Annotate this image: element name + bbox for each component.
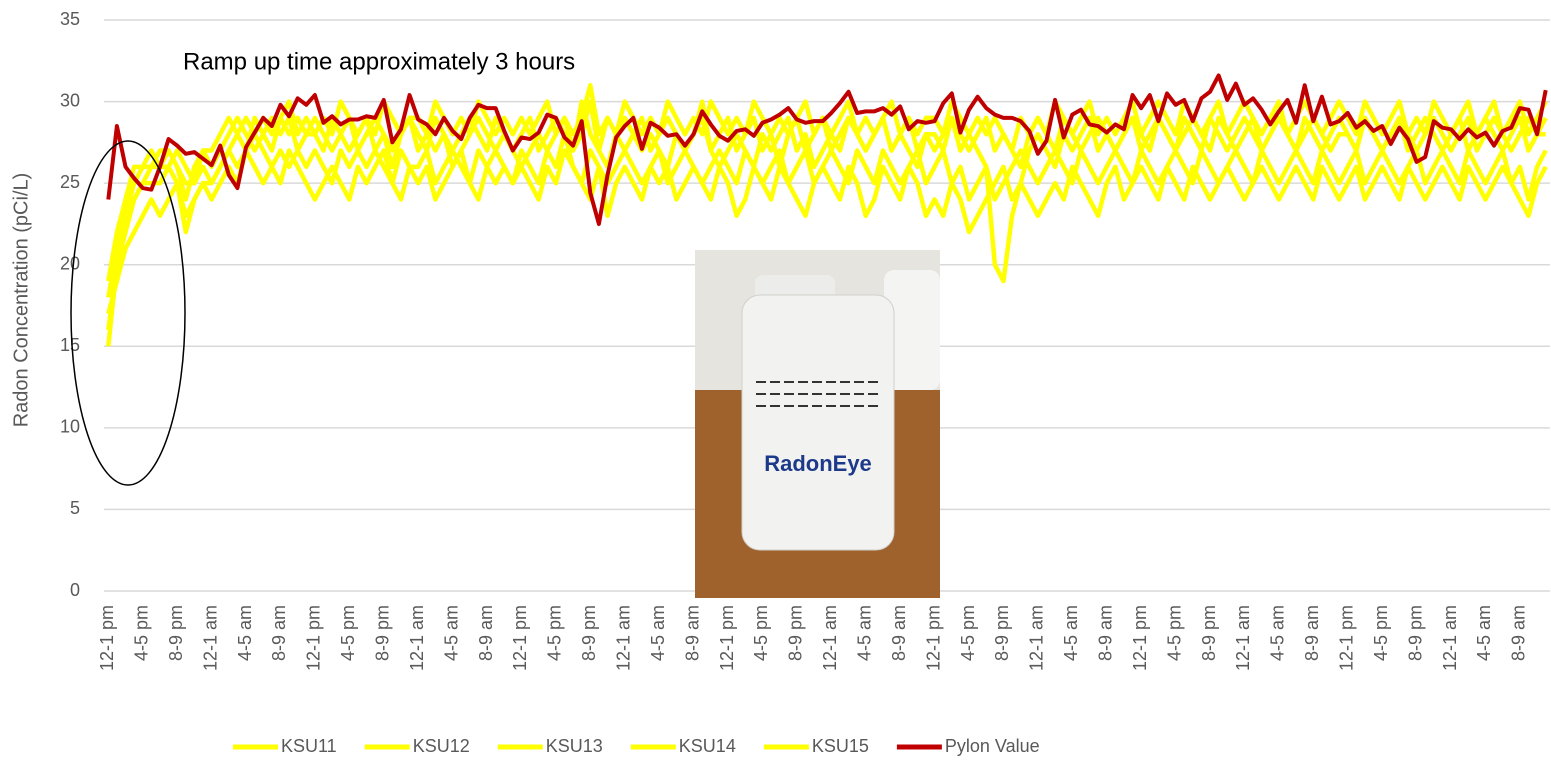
legend-label: KSU14	[679, 736, 736, 756]
y-tick-label: 0	[70, 580, 80, 600]
photo-device	[742, 295, 894, 550]
x-tick-label: 8-9 pm	[786, 605, 806, 661]
device-photo: RadonEye	[695, 250, 940, 598]
x-tick-label: 12-1 am	[1233, 605, 1253, 671]
y-tick-label: 20	[60, 253, 80, 273]
x-tick-label: 4-5 pm	[1164, 605, 1184, 661]
x-tick-label: 4-5 pm	[545, 605, 565, 661]
legend: KSU11 KSU12 KSU13 KSU14 KSU15 Pylon Value	[233, 736, 1040, 756]
x-tick-label: 12-1 pm	[510, 605, 530, 671]
x-tick-label: 4-5 am	[854, 605, 874, 661]
x-tick-label: 12-1 pm	[97, 605, 117, 671]
x-tick-label: 8-9 am	[1095, 605, 1115, 661]
chart: 0 5 10 15 20 25 30 35 12-1 pm 4-5 pm 8-9 pm 12-1 am…	[0, 0, 1551, 763]
x-tick-label: 12-1 am	[407, 605, 427, 671]
x-tick-label: 12-1 pm	[1336, 605, 1356, 671]
x-tick-label: 4-5 pm	[751, 605, 771, 661]
x-tick-label: 4-5 pm	[958, 605, 978, 661]
y-axis-label: Radon Concentration (pCi/L)	[10, 173, 32, 428]
x-tick-label: 4-5 am	[1268, 605, 1288, 661]
photo-brand: RadonEye	[764, 451, 872, 476]
y-tick-label: 35	[60, 9, 80, 29]
annotation: Ramp up time approximately 3 hours	[183, 48, 575, 75]
x-tick-label: 8-9 pm	[166, 605, 186, 661]
x-tick-label: 12-1 pm	[923, 605, 943, 671]
legend-label: KSU13	[546, 736, 603, 756]
x-tick-label: 12-1 pm	[1130, 605, 1150, 671]
x-tick-label: 4-5 pm	[1371, 605, 1391, 661]
x-tick-label: 8-9 pm	[1405, 605, 1425, 661]
x-tick-label: 8-9 am	[889, 605, 909, 661]
x-tick-label: 8-9 am	[1509, 605, 1529, 661]
x-tick-label: 8-9 am	[682, 605, 702, 661]
x-tick-label: 4-5 am	[441, 605, 461, 661]
x-tick-label: 8-9 am	[269, 605, 289, 661]
x-tick-label: 12-1 am	[820, 605, 840, 671]
y-tick-label: 10	[60, 417, 80, 437]
x-tick-label: 8-9 pm	[992, 605, 1012, 661]
x-tick-label: 4-5 am	[235, 605, 255, 661]
x-tick-label: 8-9 pm	[579, 605, 599, 661]
x-tick-label: 12-1 am	[1027, 605, 1047, 671]
y-tick-label: 30	[60, 90, 80, 110]
x-tick-label: 8-9 pm	[1199, 605, 1219, 661]
x-tick-label: 12-1 am	[1440, 605, 1460, 671]
y-tick-label: 25	[60, 172, 80, 192]
x-tick-label: 8-9 am	[1302, 605, 1322, 661]
x-tick-label: 8-9 am	[476, 605, 496, 661]
x-tick-label: 4-5 am	[1474, 605, 1494, 661]
y-tick-label: 15	[60, 335, 80, 355]
x-tick-label: 4-5 pm	[338, 605, 358, 661]
legend-label: KSU15	[812, 736, 869, 756]
legend-label: Pylon Value	[945, 736, 1040, 756]
x-tick-label: 4-5 am	[1061, 605, 1081, 661]
x-tick-label: 4-5 am	[648, 605, 668, 661]
x-tick-label: 12-1 pm	[717, 605, 737, 671]
x-tick-label: 8-9 pm	[372, 605, 392, 661]
y-tick-label: 5	[70, 498, 80, 518]
x-tick-label: 12-1 am	[200, 605, 220, 671]
legend-label: KSU12	[413, 736, 470, 756]
x-tick-label: 4-5 pm	[131, 605, 151, 661]
x-tick-label: 12-1 am	[613, 605, 633, 671]
legend-label: KSU11	[281, 736, 337, 756]
x-tick-label: 12-1 pm	[304, 605, 324, 671]
